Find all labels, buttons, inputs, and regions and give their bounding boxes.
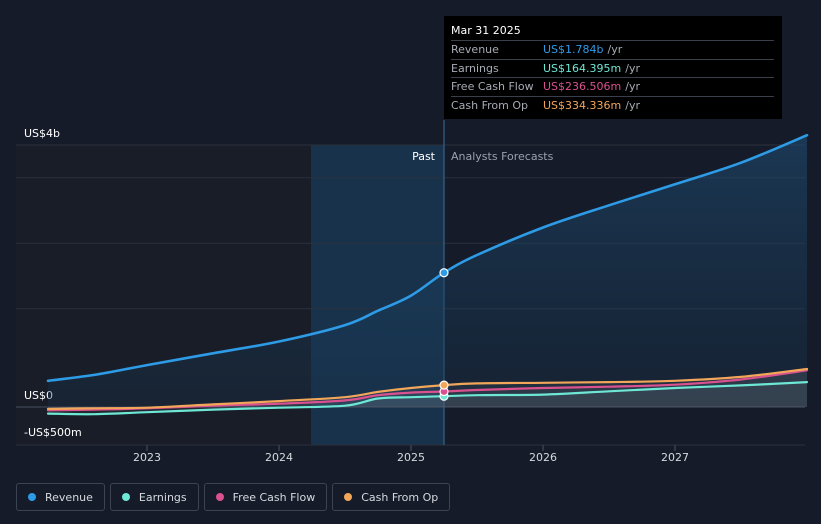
legend-label: Earnings [138,490,187,504]
legend-dot-icon [121,493,130,501]
legend-dot-icon [215,493,224,501]
y-axis-label-bottom: -US$500m [24,426,82,439]
highlight-markers [439,268,449,401]
tooltip-value: US$1.784b [543,43,604,56]
x-tick-label: 2024 [265,451,293,464]
x-axis-ticks: 2023 2024 2025 2026 2027 [133,445,689,464]
legend-item-revenue[interactable]: Revenue [16,483,105,511]
x-tick-label: 2023 [133,451,161,464]
tooltip-label: Revenue [451,43,499,56]
legend-dot-icon [28,493,36,501]
tooltip-row-free-cash-flow: Free Cash Flow US$236.506m /yr [451,77,774,96]
legend-item-cash-from-op[interactable]: Cash From Op [332,483,451,511]
earnings-line [46,381,809,416]
series-lines [46,133,809,416]
tooltip-row-cash-from-op: Cash From Op US$334.336m /yr [451,95,774,115]
tooltip-unit: /yr [625,98,640,112]
free-cash-flow-area [48,370,807,411]
x-tick-label: 2026 [529,451,557,464]
tooltip-unit: /yr [607,43,623,56]
past-label: Past [412,150,436,163]
tooltip-row-revenue: Revenue US$1.784b /yr [451,40,774,59]
tooltip-label: Cash From Op [451,98,529,112]
data-tooltip: Mar 31 2025 Revenue US$1.784b /yr Earnin… [444,16,782,119]
legend-label: Free Cash Flow [232,490,316,504]
chart-legend: Revenue Earnings Free Cash Flow Cash Fro… [16,483,451,511]
tooltip-value: US$236.506m [543,80,622,93]
cash-from-op-marker [439,380,449,390]
cash-from-op-area [48,369,807,409]
earnings-area [48,382,807,415]
x-tick-label: 2025 [397,451,425,464]
tooltip-value: US$164.395m [543,61,622,75]
tooltip-value: US$334.336m [543,98,622,112]
forecast-label: Analysts Forecasts [451,150,554,163]
revenue-line [46,133,809,383]
legend-label: Cash From Op [361,490,439,504]
tooltip-date: Mar 31 2025 [451,24,521,37]
legend-dot-icon [344,493,353,501]
tooltip-unit: /yr [625,80,640,93]
revenue-marker [439,268,449,278]
y-axis-label-top: US$4b [24,127,60,140]
cash-from-op-line [46,367,809,411]
legend-item-free-cash-flow[interactable]: Free Cash Flow [203,483,328,511]
tooltip-row-earnings: Earnings US$164.395m /yr [451,58,774,78]
tooltip-unit: /yr [625,61,640,75]
x-tick-label: 2027 [661,451,689,464]
tooltip-label: Free Cash Flow [451,80,534,93]
legend-item-earnings[interactable]: Earnings [109,483,199,511]
y-axis-label-zero: US$0 [24,389,53,402]
legend-label: Revenue [45,490,93,504]
tooltip-label: Earnings [451,61,499,75]
